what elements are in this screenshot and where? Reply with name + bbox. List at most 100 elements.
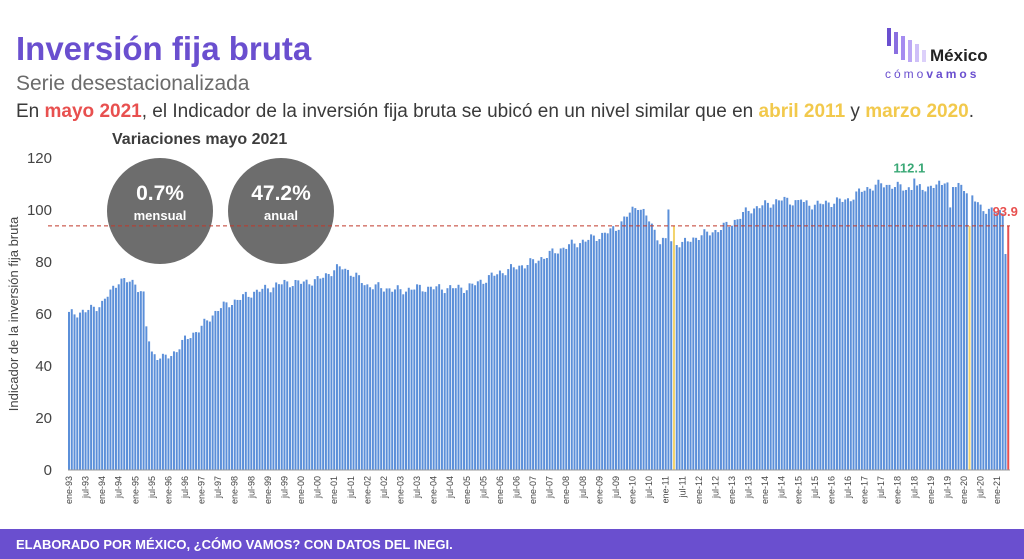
chart-bar <box>667 209 670 470</box>
chart-bar <box>388 288 391 470</box>
chart-bar <box>438 284 441 470</box>
x-tick-label: jul-02 <box>379 476 389 499</box>
x-tick-label: ene-06 <box>495 476 505 504</box>
x-tick-label: ene-02 <box>362 476 372 504</box>
headline-text: , el Indicador de la inversión fija brut… <box>141 101 759 122</box>
headline-ref-1: abril 2011 <box>758 101 846 122</box>
chart-bar <box>396 285 399 470</box>
chart-bar <box>1007 225 1010 470</box>
chart-bar <box>874 184 877 470</box>
chart-bar <box>440 289 443 470</box>
chart-bar <box>565 248 568 470</box>
x-tick-label: jul-08 <box>578 476 588 499</box>
chart-bar <box>203 318 206 470</box>
monthly-variation-label: mensual <box>133 208 187 223</box>
chart-bar <box>598 239 601 470</box>
chart-bar <box>822 204 825 470</box>
chart-bar <box>189 338 192 470</box>
chart-bar <box>802 201 805 471</box>
chart-bar <box>186 339 189 470</box>
chart-bar <box>819 203 822 470</box>
chart-bar <box>893 187 896 470</box>
chart-bar <box>835 197 838 470</box>
x-tick-label: jul-00 <box>313 476 323 499</box>
x-tick-label: ene-96 <box>163 476 173 504</box>
chart-bar <box>272 287 275 470</box>
variations-title: Variaciones mayo 2021 <box>112 131 288 148</box>
chart-bar <box>487 275 490 470</box>
chart-bar <box>684 237 687 470</box>
chart-bar <box>236 299 239 470</box>
chart-bar <box>496 274 499 470</box>
y-tick-label: 40 <box>35 358 52 375</box>
chart-bar <box>518 265 521 470</box>
chart-bar <box>614 230 617 470</box>
chart-bar <box>153 354 156 470</box>
chart-bar <box>568 244 570 470</box>
logo-word: México <box>930 46 988 65</box>
chart-bar <box>427 286 430 470</box>
chart-bar <box>250 297 253 470</box>
chart-bar <box>98 307 101 470</box>
x-tick-label: jul-16 <box>843 476 853 499</box>
x-tick-label: ene-09 <box>594 476 604 504</box>
x-tick-label: ene-20 <box>959 476 969 504</box>
chart-bar <box>736 219 739 470</box>
chart-bar <box>678 247 681 470</box>
chart-bar <box>134 284 137 470</box>
chart-bar <box>363 285 366 470</box>
x-tick-label: ene-07 <box>528 476 538 504</box>
chart-bar <box>300 283 303 470</box>
chart-bar <box>830 207 833 470</box>
chart-bar <box>532 259 535 470</box>
chart-bar <box>979 204 982 471</box>
chart-bar <box>429 286 432 470</box>
chart-bar <box>545 258 548 470</box>
chart-bar <box>697 240 700 470</box>
headline-ref-2: marzo 2020 <box>865 101 969 122</box>
chart-bar <box>949 207 952 470</box>
chart-bar <box>766 202 769 470</box>
chart-bar <box>869 188 872 470</box>
chart-bar <box>289 287 291 470</box>
chart-bar <box>730 225 733 470</box>
chart-bar <box>866 187 869 470</box>
chart-bar <box>974 201 977 470</box>
chart-bar <box>521 265 524 470</box>
chart-bar <box>385 288 388 470</box>
chart-bar <box>446 288 449 470</box>
chart-bar <box>653 229 656 470</box>
chart-bar <box>620 221 623 470</box>
chart-bar <box>907 187 910 470</box>
chart-bar <box>128 281 131 470</box>
chart-bar <box>927 186 930 471</box>
chart-bar <box>225 302 228 470</box>
chart-bar <box>871 190 874 470</box>
chart-bar <box>319 278 322 470</box>
chart-bar <box>377 282 380 470</box>
chart-bar <box>573 243 576 470</box>
chart-bar <box>485 282 488 470</box>
chart-bar <box>714 229 717 470</box>
chart-bar <box>841 201 844 470</box>
chart-bar <box>515 269 518 470</box>
x-tick-label: ene-14 <box>760 476 770 504</box>
chart-bar <box>559 248 562 470</box>
chart-bar <box>805 200 808 470</box>
chart-bar <box>443 293 446 470</box>
x-tick-label: ene-17 <box>860 476 870 504</box>
chart-bar <box>380 288 383 470</box>
x-tick-label: ene-03 <box>395 476 405 504</box>
chart-bar <box>172 351 175 470</box>
chart-bar <box>167 358 170 470</box>
footer-bar: ELABORADO POR MÉXICO, ¿CÓMO VAMOS? CON D… <box>0 529 1024 559</box>
chart-bar <box>913 178 916 470</box>
chart-bar <box>634 208 637 470</box>
chart-bar <box>131 279 134 470</box>
x-tick-label: jul-03 <box>412 476 422 499</box>
x-tick-label: jul-17 <box>876 476 886 499</box>
chart-bar <box>150 351 153 470</box>
page-subtitle: Serie desestacionalizada <box>16 72 250 95</box>
x-tick-label: jul-95 <box>147 476 157 499</box>
chart-bar <box>341 269 344 470</box>
